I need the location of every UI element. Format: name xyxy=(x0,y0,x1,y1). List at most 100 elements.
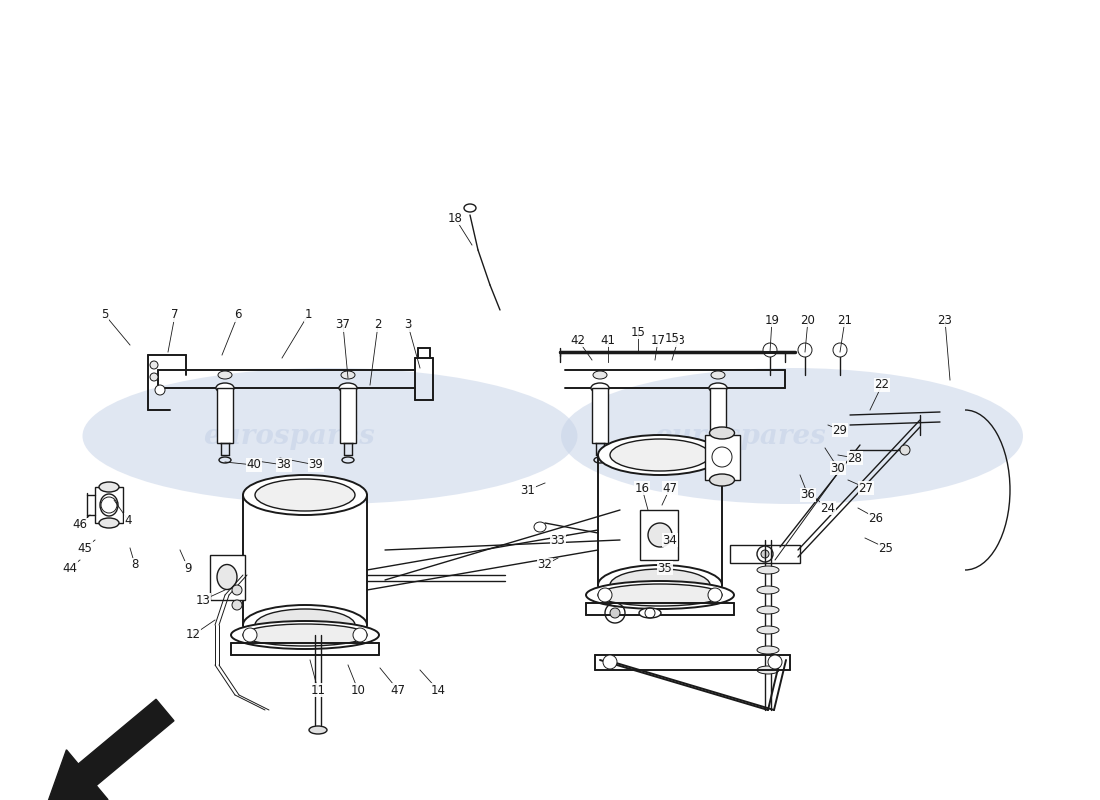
Ellipse shape xyxy=(243,605,367,645)
Circle shape xyxy=(150,373,158,381)
Text: 15: 15 xyxy=(630,326,646,338)
Text: 47: 47 xyxy=(390,683,406,697)
Ellipse shape xyxy=(598,435,722,475)
Text: 38: 38 xyxy=(276,458,292,471)
Ellipse shape xyxy=(710,474,735,486)
Text: 22: 22 xyxy=(874,378,890,391)
Text: 40: 40 xyxy=(246,458,262,471)
Ellipse shape xyxy=(591,383,609,393)
Ellipse shape xyxy=(586,581,734,609)
Text: 24: 24 xyxy=(821,502,836,514)
Ellipse shape xyxy=(339,383,358,393)
Text: 27: 27 xyxy=(858,482,873,494)
Ellipse shape xyxy=(757,586,779,594)
Ellipse shape xyxy=(255,479,355,511)
Ellipse shape xyxy=(710,427,735,439)
Bar xyxy=(340,388,356,443)
Ellipse shape xyxy=(757,626,779,634)
Text: 11: 11 xyxy=(310,683,326,697)
Text: 45: 45 xyxy=(78,542,92,554)
Ellipse shape xyxy=(309,726,327,734)
Circle shape xyxy=(757,546,773,562)
Text: 43: 43 xyxy=(671,334,685,346)
Circle shape xyxy=(232,600,242,610)
Circle shape xyxy=(763,343,777,357)
Text: 29: 29 xyxy=(833,423,847,437)
Bar xyxy=(710,388,726,443)
Text: 20: 20 xyxy=(801,314,815,326)
Text: 6: 6 xyxy=(234,309,242,322)
Ellipse shape xyxy=(639,608,661,618)
Bar xyxy=(217,388,233,443)
Bar xyxy=(592,388,608,443)
Ellipse shape xyxy=(99,518,119,528)
Text: 19: 19 xyxy=(764,314,780,326)
Text: 39: 39 xyxy=(309,458,323,471)
Text: 26: 26 xyxy=(869,511,883,525)
Circle shape xyxy=(648,523,672,547)
Ellipse shape xyxy=(610,569,710,601)
Text: 37: 37 xyxy=(336,318,351,331)
Text: 44: 44 xyxy=(63,562,77,574)
Circle shape xyxy=(232,585,242,595)
Ellipse shape xyxy=(231,621,380,649)
Text: 14: 14 xyxy=(430,683,446,697)
Bar xyxy=(640,510,678,560)
Text: 1: 1 xyxy=(305,309,311,322)
Text: 13: 13 xyxy=(196,594,210,606)
Ellipse shape xyxy=(255,609,355,641)
Circle shape xyxy=(353,628,367,642)
Ellipse shape xyxy=(710,383,727,393)
Text: 34: 34 xyxy=(662,534,678,546)
Text: 18: 18 xyxy=(448,211,462,225)
Ellipse shape xyxy=(243,624,367,646)
Text: 12: 12 xyxy=(186,629,200,642)
Text: 17: 17 xyxy=(650,334,666,346)
Text: 46: 46 xyxy=(73,518,88,531)
Text: 8: 8 xyxy=(131,558,139,571)
Ellipse shape xyxy=(757,646,779,654)
Circle shape xyxy=(768,655,782,669)
Text: 2: 2 xyxy=(374,318,382,331)
Text: 32: 32 xyxy=(538,558,552,571)
Ellipse shape xyxy=(757,566,779,574)
Bar xyxy=(705,435,740,480)
Ellipse shape xyxy=(598,565,722,605)
Ellipse shape xyxy=(610,439,710,471)
Text: 31: 31 xyxy=(520,483,536,497)
Circle shape xyxy=(610,608,620,618)
Ellipse shape xyxy=(711,371,725,379)
Text: eurospares: eurospares xyxy=(654,422,826,450)
Ellipse shape xyxy=(534,522,546,532)
Circle shape xyxy=(900,445,910,455)
Circle shape xyxy=(833,343,847,357)
Text: 25: 25 xyxy=(879,542,893,554)
FancyArrow shape xyxy=(45,699,174,800)
Text: 21: 21 xyxy=(837,314,852,326)
Circle shape xyxy=(708,588,722,602)
Ellipse shape xyxy=(593,371,607,379)
Text: 16: 16 xyxy=(635,482,649,494)
Circle shape xyxy=(598,588,612,602)
Text: 36: 36 xyxy=(801,489,815,502)
Ellipse shape xyxy=(218,371,232,379)
Circle shape xyxy=(761,550,769,558)
Circle shape xyxy=(150,361,158,369)
Ellipse shape xyxy=(341,371,355,379)
Circle shape xyxy=(243,628,257,642)
Text: eurospares: eurospares xyxy=(204,422,375,450)
Ellipse shape xyxy=(217,565,236,590)
Ellipse shape xyxy=(757,606,779,614)
Bar xyxy=(210,555,245,600)
Ellipse shape xyxy=(243,475,367,515)
Text: 9: 9 xyxy=(185,562,191,574)
Text: 33: 33 xyxy=(551,534,565,546)
Bar xyxy=(95,487,123,523)
Ellipse shape xyxy=(99,482,119,492)
Text: 4: 4 xyxy=(124,514,132,526)
Text: 42: 42 xyxy=(571,334,585,346)
Text: 7: 7 xyxy=(172,309,178,322)
Text: 15: 15 xyxy=(664,331,680,345)
Text: 3: 3 xyxy=(405,318,411,331)
Text: 47: 47 xyxy=(662,482,678,494)
